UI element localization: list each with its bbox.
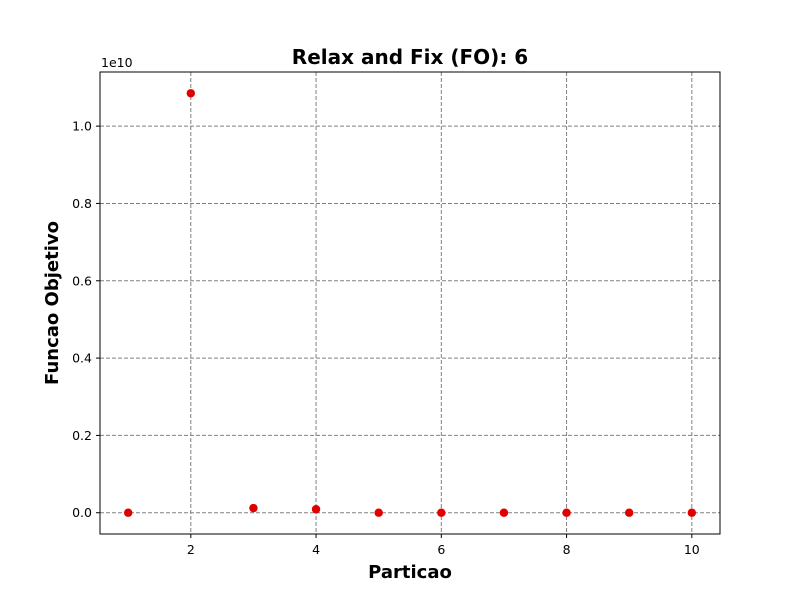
grid-lines (100, 72, 720, 534)
data-point (624, 508, 634, 517)
data-point (123, 508, 133, 517)
chart-title: Relax and Fix (FO): 6 (292, 45, 528, 69)
data-point (311, 505, 321, 514)
y-tick-label: 0.6 (72, 273, 92, 288)
plot-frame (99, 71, 721, 535)
data-point (437, 508, 446, 517)
x-tick-label: 8 (563, 542, 571, 557)
x-axis-label: Particao (368, 562, 452, 583)
y-tick-label: 1.0 (72, 119, 92, 134)
data-point (249, 503, 258, 513)
y-offset-label: 1e10 (101, 55, 133, 70)
x-tick-label: 4 (312, 542, 320, 557)
y-tick-label: 0.8 (72, 196, 92, 211)
data-point (562, 508, 571, 517)
data-points (123, 89, 697, 517)
data-point (186, 89, 196, 98)
x-tick-label: 10 (684, 542, 700, 557)
y-tick-label: 0.0 (72, 505, 92, 520)
axis-ticks: 2 4 6 8 10 0.0 0.2 0.4 0.6 0.8 1.0 (72, 119, 700, 557)
x-tick-label: 6 (437, 542, 445, 557)
data-point (374, 508, 383, 517)
x-tick-label: 2 (187, 542, 195, 557)
y-tick-label: 0.2 (72, 428, 92, 443)
data-point (499, 508, 509, 517)
data-point (687, 508, 697, 517)
y-axis-label: Funcao Objetivo (42, 221, 63, 385)
y-tick-label: 0.4 (72, 351, 92, 366)
